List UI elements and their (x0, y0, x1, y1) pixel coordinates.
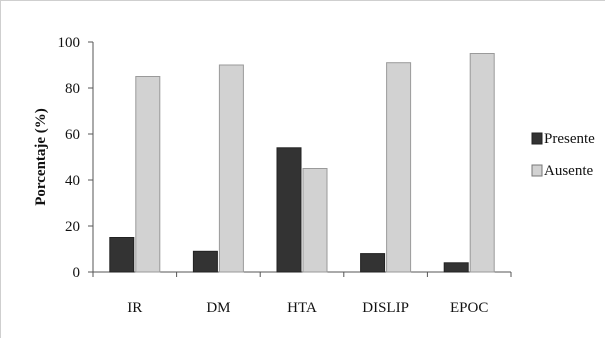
bar-ausente-ir (135, 76, 161, 273)
y-tick-label: 60 (65, 127, 80, 143)
bar-ausente-dm (218, 64, 244, 273)
y-tick-label: 100 (58, 35, 81, 51)
x-tick-label: EPOC (450, 300, 488, 316)
legend-swatch-presente (531, 132, 543, 145)
legend: Presente Ausente (531, 131, 595, 179)
bars (109, 53, 495, 273)
x-tick-label: DM (206, 300, 230, 316)
bar-presente-dm (192, 250, 218, 273)
bar-ausente-epoc (469, 53, 495, 273)
bar-ausente-dislip (386, 62, 412, 273)
x-tick-label: HTA (287, 300, 317, 316)
y-tick-label: 80 (65, 81, 80, 97)
legend-swatch-ausente (531, 164, 543, 177)
y-tick-label: 20 (65, 219, 80, 235)
y-tick-label: 40 (65, 173, 80, 189)
y-tick-label: 0 (73, 265, 81, 281)
y-axis-label: Porcentaje (%) (33, 108, 49, 206)
bar-presente-ir (109, 237, 135, 273)
legend-label-presente: Presente (544, 131, 595, 147)
bar-ausente-hta (302, 168, 328, 273)
bar-presente-epoc (443, 262, 469, 273)
y-axis: 0 20 40 60 80 100 (58, 35, 94, 281)
bar-presente-hta (276, 147, 302, 273)
bar-presente-dislip (360, 253, 386, 273)
x-tick-label: DISLIP (362, 300, 409, 316)
legend-label-ausente: Ausente (544, 163, 593, 179)
x-tick-label: IR (127, 300, 142, 316)
x-axis: IR DM HTA DISLIP EPOC (92, 271, 512, 316)
